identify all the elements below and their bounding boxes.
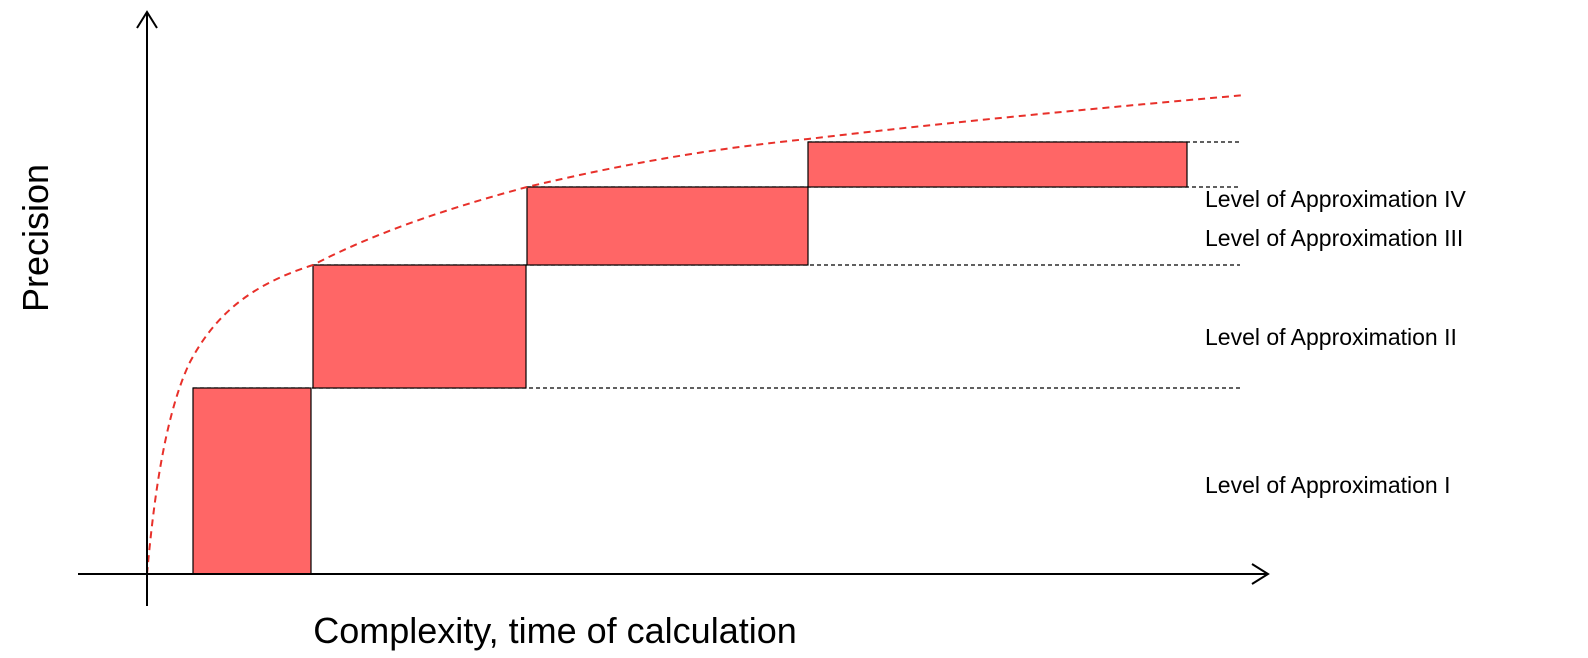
level-label-2: Level of Approximation II (1205, 324, 1457, 350)
level-label-4: Level of Approximation IV (1205, 186, 1466, 212)
x-axis-title: Complexity, time of calculation (313, 610, 797, 651)
level-4-block (807, 141, 1188, 188)
y-axis-title: Precision (15, 164, 56, 312)
level-1-block (192, 387, 312, 575)
level-3-block (526, 186, 809, 266)
precision-curve (146, 94, 1246, 575)
x-axis-arrowhead (1251, 563, 1270, 585)
level-label-3: Level of Approximation III (1205, 225, 1463, 251)
y-axis-arrowhead (136, 10, 158, 29)
level-label-1: Level of Approximation I (1205, 472, 1450, 498)
level-2-block (312, 264, 527, 389)
